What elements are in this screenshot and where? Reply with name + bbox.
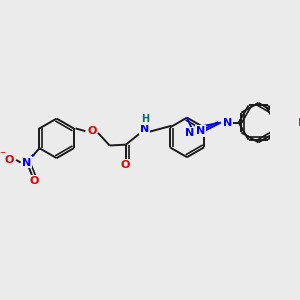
Text: N: N [185,128,194,138]
Text: −: − [0,150,6,156]
Text: O: O [87,126,96,136]
Text: N: N [196,126,205,136]
Text: N: N [223,118,232,128]
Text: N: N [22,158,32,168]
Text: O: O [4,155,14,165]
Text: F: F [298,118,300,128]
Text: O: O [29,176,39,186]
Text: H: H [141,114,149,124]
Text: O: O [120,160,130,170]
Text: N: N [140,124,149,134]
Text: +: + [30,153,35,158]
